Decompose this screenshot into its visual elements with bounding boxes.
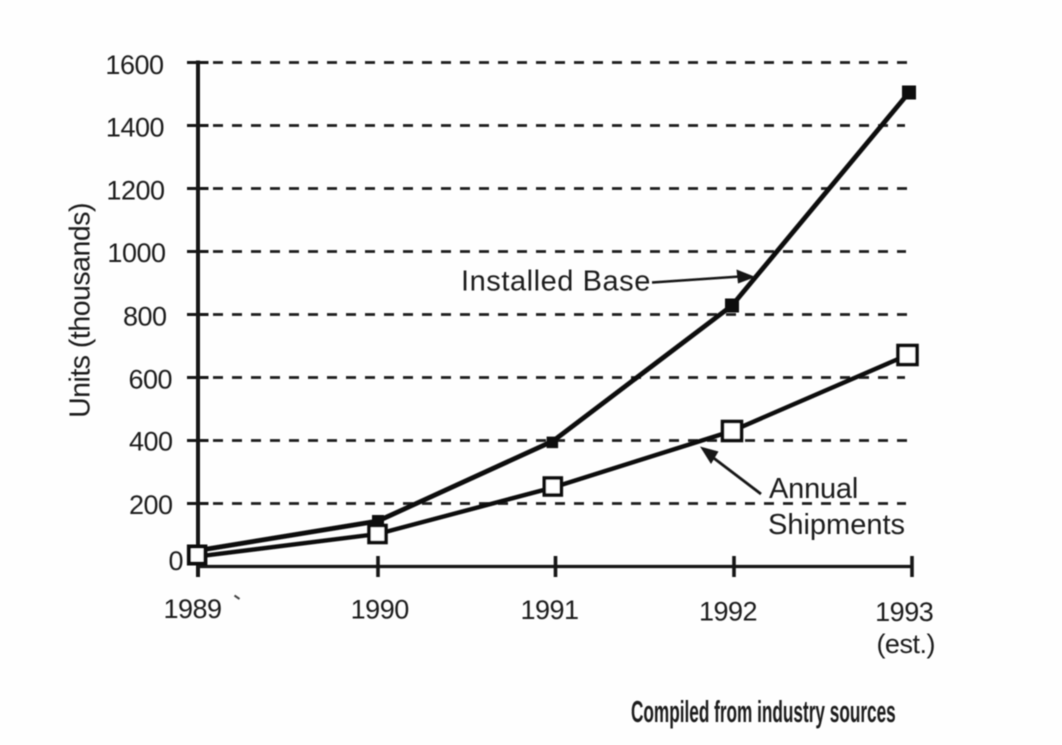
svg-text:1400: 1400	[106, 113, 164, 143]
svg-text:1989: 1989	[163, 594, 221, 624]
svg-text:1992: 1992	[699, 597, 757, 627]
svg-text:1993: 1993	[875, 597, 933, 627]
svg-text:(est.): (est.)	[876, 629, 935, 659]
svg-text:1991: 1991	[520, 595, 578, 625]
svg-text:Shipments: Shipments	[768, 509, 905, 541]
svg-text:200: 200	[129, 490, 173, 520]
svg-text:1000: 1000	[107, 238, 165, 268]
svg-text:Compiled from industry sources: Compiled from industry sources	[631, 695, 896, 730]
svg-text:1600: 1600	[105, 50, 163, 80]
svg-text:1200: 1200	[106, 176, 164, 206]
svg-text:Units (thousands): Units (thousands)	[65, 203, 97, 418]
svg-text:Installed Base: Installed Base	[461, 266, 651, 298]
svg-text:400: 400	[129, 427, 173, 457]
svg-text:1990: 1990	[351, 595, 409, 625]
svg-text:Annual: Annual	[769, 473, 858, 505]
svg-text:800: 800	[123, 302, 167, 332]
svg-text:600: 600	[128, 365, 172, 395]
svg-text:0: 0	[168, 546, 183, 576]
